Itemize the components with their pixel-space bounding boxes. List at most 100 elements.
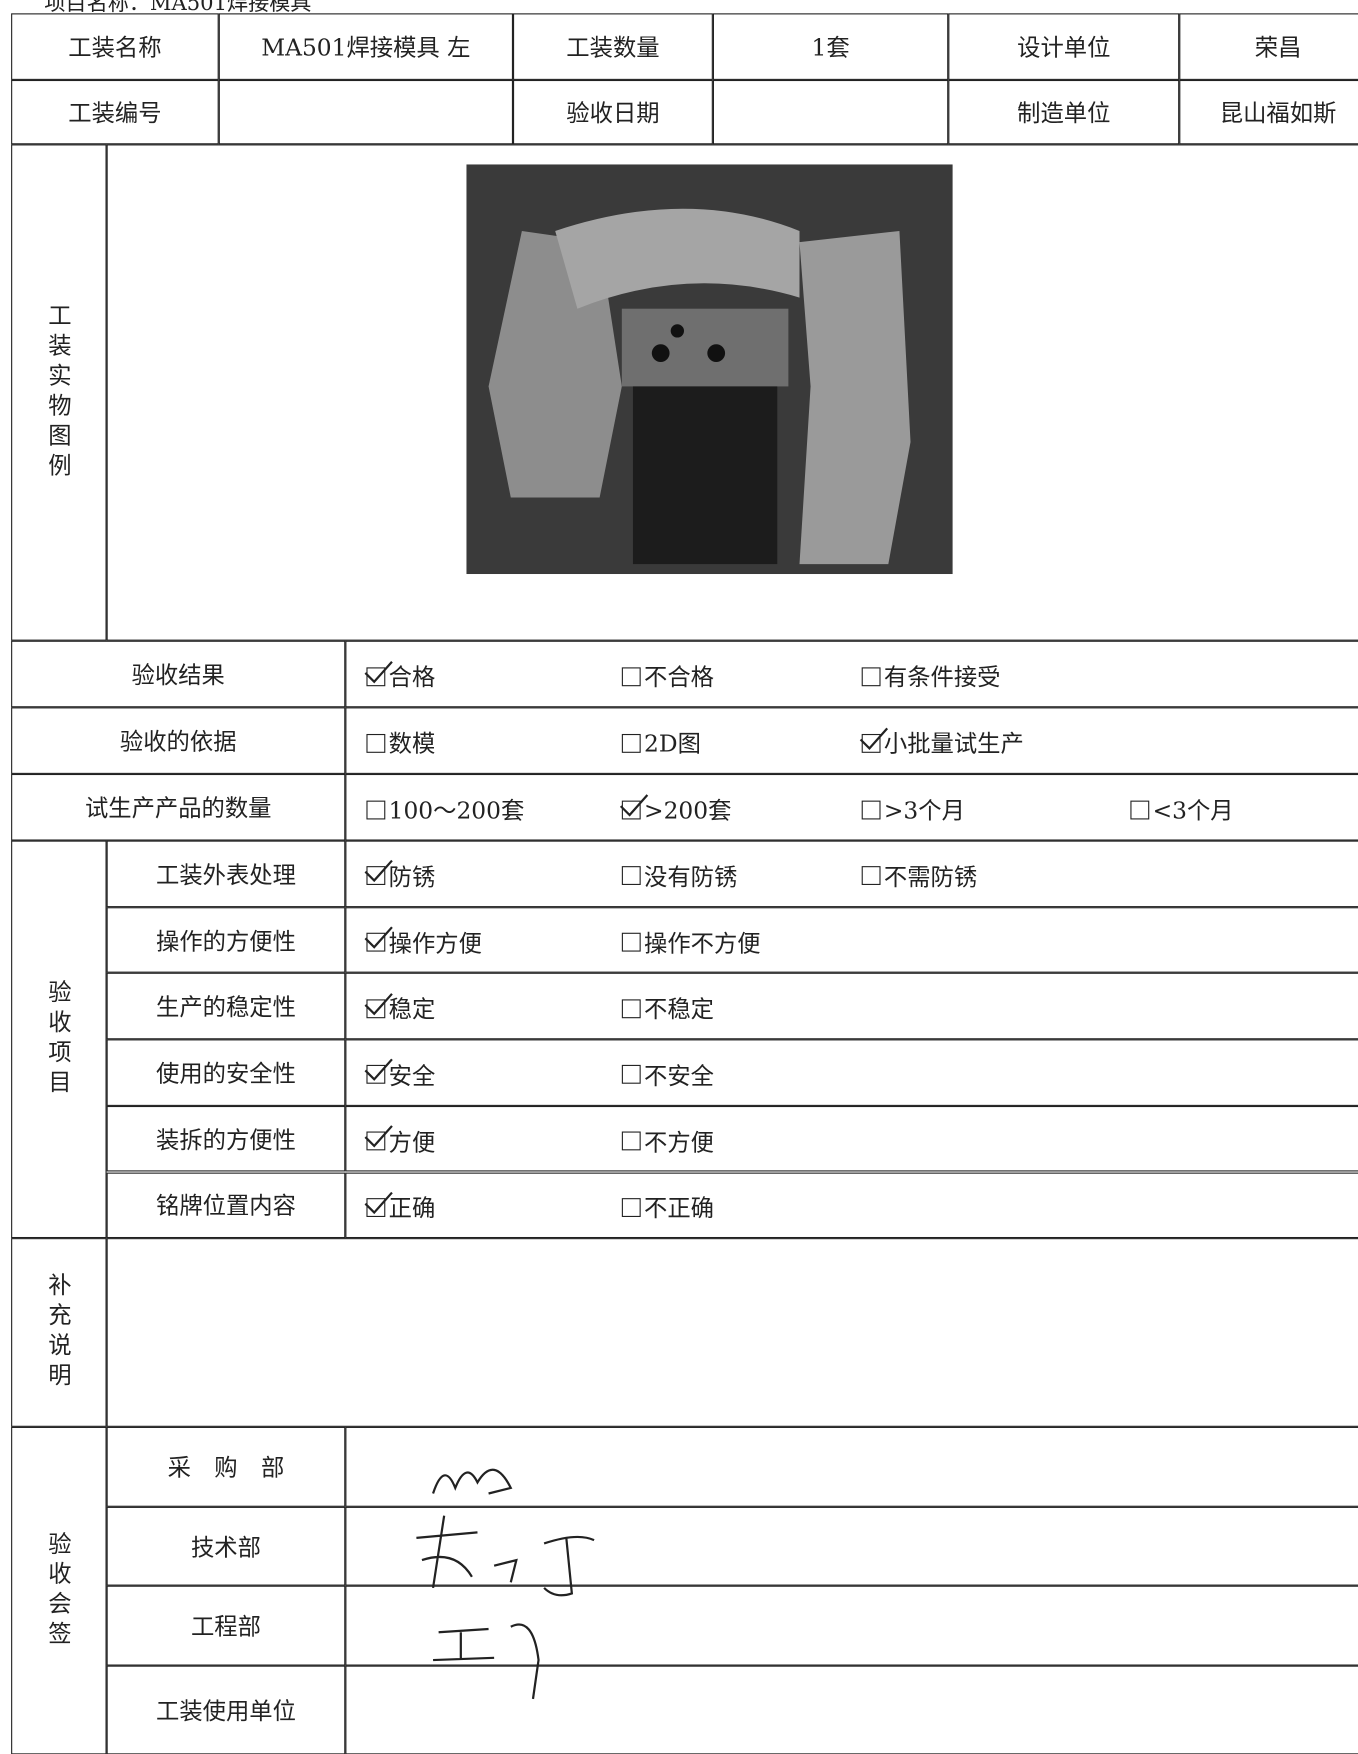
cell: 工装编号 [11,79,219,145]
cell-text: 采 购 部 [167,1454,285,1482]
checkbox [364,1191,393,1217]
checkbox-option: 不正确 [621,1191,714,1224]
option-text: 小批量试生产 [883,730,1024,758]
checkbox [366,800,386,819]
project-name: 项目名称：MA501焊接模具 [44,0,312,16]
cell-text: 工装名称 [68,34,162,62]
cell [345,906,1358,974]
option-text: 防锈 [388,863,436,891]
checkbox-option: 正确 [364,1191,436,1224]
cell [218,79,514,145]
option-text: 不方便 [644,1128,714,1156]
cell: 验收的依据 [11,707,346,774]
cell-text: 验收项目 [45,979,73,1100]
checkbox-option: 合格 [364,660,435,693]
option-text: 不需防锈 [883,863,978,891]
checkbox [364,926,393,952]
checkbox-option: 不安全 [621,1058,714,1091]
cell [345,707,1358,774]
checkbox [861,866,881,886]
cell [345,640,1358,708]
option-text: 正确 [388,1195,436,1222]
option-text: 100～200套 [388,797,525,824]
cell: 操作的方便性 [106,906,346,974]
cell-text: 生产的稳定性 [156,994,296,1021]
cell-text: 验收的依据 [119,728,237,756]
cell: 试生产产品的数量 [11,773,346,841]
cell: 工装名称 [11,13,219,80]
cell-text: 验收日期 [566,99,660,127]
checkbox [364,1059,393,1085]
checkbox [364,992,393,1018]
option-text: 不合格 [644,664,714,691]
cell: 工装实物图例 [11,144,107,641]
cell [345,1172,1358,1239]
checkbox-option: 操作方便 [364,926,482,959]
cell-text: 试生产产品的数量 [84,795,272,822]
checkbox [621,1131,641,1151]
checkbox [621,1197,641,1217]
cell [106,144,1358,641]
cell: 验收日期 [513,79,713,145]
checkbox-option: 不合格 [621,660,714,693]
option-text: 操作不方便 [644,930,761,957]
cell-text: 铭牌位置内容 [156,1192,296,1220]
option-text: 不安全 [644,1062,714,1090]
cell: MA501焊接模具 左 [218,13,514,80]
cell: 技术部 [106,1506,346,1586]
cell: 使用的安全性 [106,1039,346,1106]
cell-text: 设计单位 [1017,34,1111,62]
checkbox [861,666,881,686]
cell: 工装使用单位 [106,1665,346,1754]
cell-text: 荣昌 [1254,34,1302,62]
cell-text: 昆山福如斯 [1219,99,1337,127]
cell-text: 验收结果 [131,661,225,689]
cell: 昆山福如斯 [1179,79,1358,145]
cell: 1套 [712,13,949,80]
option-text: 方便 [388,1128,436,1156]
checkbox [366,733,386,753]
cell-text: 使用的安全性 [156,1060,296,1088]
cell: 工装数量 [513,13,713,80]
option-text: 数模 [388,730,436,758]
checkbox [619,793,649,819]
cell [345,1585,1358,1666]
cell: 验收项目 [11,840,107,1239]
option-text: 没有防锈 [644,863,738,891]
cell [345,840,1358,907]
cell: 工程部 [106,1585,346,1666]
cell-text: 操作的方便性 [156,927,296,955]
option-text: 安全 [388,1062,436,1090]
option-text: >3个月 [883,797,965,824]
cell-text: 工装数量 [566,34,660,62]
checkbox [621,932,641,952]
checkbox-option: 稳定 [364,992,435,1025]
cell: 生产的稳定性 [106,973,346,1040]
checkbox-option: 有条件接受 [861,660,1000,693]
option-text: <3个月 [1152,797,1234,824]
checkbox [861,800,881,819]
cell: 采 购 部 [106,1426,346,1507]
option-text: 不稳定 [644,996,714,1023]
checkbox-option: 防锈 [364,859,436,892]
cell [712,79,949,145]
cell-text: 工装实物图例 [45,302,73,483]
cell: 补充说明 [11,1238,107,1427]
checkbox-option: 2D图 [621,726,701,759]
cell-text: 补充说明 [45,1272,73,1393]
checkbox [364,1125,393,1151]
checkbox-option: 操作不方便 [621,926,761,959]
cell [345,973,1358,1040]
cell-text: 技术部 [190,1534,261,1561]
signatures [416,1468,595,1700]
cell-text: 装拆的方便性 [156,1126,296,1154]
cell: 制造单位 [948,79,1180,145]
checkbox-option: 不需防锈 [861,859,978,892]
checkbox-option: >200套 [619,793,731,826]
checkbox-option: <3个月 [1130,793,1234,826]
cell: 验收结果 [11,640,346,708]
checkbox [364,660,393,686]
checkbox [859,727,889,753]
checkbox-option: 100～200套 [366,793,524,826]
